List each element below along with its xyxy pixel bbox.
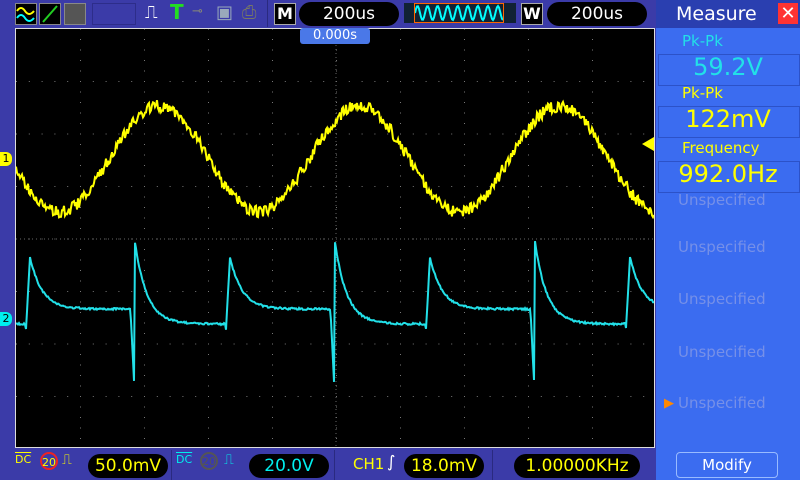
measure-value: 122mV — [658, 106, 798, 132]
measure-slot-7[interactable]: Unspecified — [678, 343, 798, 361]
save-icon[interactable]: ▣ — [216, 2, 233, 23]
ch2-scale[interactable]: 20.0V — [249, 454, 329, 478]
measure-label: Pk-Pk — [658, 84, 798, 102]
measure-item-3[interactable]: Frequency 992.0Hz — [658, 139, 798, 191]
trigger-level-marker[interactable] — [642, 137, 654, 151]
channel-display-icon[interactable] — [15, 3, 37, 25]
trigger-icon[interactable]: T — [170, 0, 184, 24]
window-timebase-value[interactable]: 200us — [547, 2, 647, 26]
pulse-icon[interactable]: ⎍ — [145, 2, 158, 23]
waveform-display[interactable] — [15, 28, 655, 448]
measure-slot-6[interactable]: Unspecified — [678, 290, 798, 308]
ch1-invert-icon: ⎍ — [62, 452, 72, 468]
ch1-scale[interactable]: 50.0mV — [88, 454, 168, 478]
modify-button[interactable]: Modify — [676, 452, 778, 478]
frequency-counter: 1.00000KHz — [514, 454, 640, 478]
measure-item-2[interactable]: Pk-Pk 122mV — [658, 84, 798, 136]
trigger-source[interactable]: CH1 — [353, 455, 384, 473]
measure-value: 59.2V — [658, 54, 798, 80]
waveform-svg — [16, 29, 654, 447]
ch2-trace — [16, 241, 654, 382]
measure-value: 992.0Hz — [658, 161, 798, 187]
persistence-icon[interactable] — [64, 3, 86, 25]
ch1-coupling[interactable]: DC — [15, 455, 31, 465]
ch2-bw-limit[interactable]: 20 — [200, 452, 218, 470]
measure-item-1[interactable]: Pk-Pk 59.2V — [658, 32, 798, 84]
ch1-bw-limit[interactable]: 20 — [40, 452, 58, 470]
grid — [16, 29, 644, 439]
print-icon[interactable]: ⎙ — [242, 2, 256, 23]
ch2-invert-icon: ⎍ — [224, 452, 234, 468]
vector-display-icon[interactable] — [39, 3, 61, 25]
empty-slot — [92, 3, 136, 25]
measure-panel: Measure ✕ Pk-Pk 59.2V Pk-Pk 122mV Frequenc… — [656, 0, 800, 480]
main-timebase-label: M — [274, 3, 296, 25]
ch1-marker[interactable]: 1 — [0, 152, 12, 166]
ch2-marker[interactable]: 2 — [0, 312, 12, 326]
measure-slot-4[interactable]: Unspecified — [678, 191, 798, 209]
trigger-level[interactable]: 18.0mV — [404, 454, 484, 478]
close-icon[interactable]: ✕ — [778, 3, 798, 24]
rising-edge-icon[interactable]: ∫ — [387, 452, 395, 471]
measure-slot-5[interactable]: Unspecified — [678, 238, 798, 256]
timebase-value[interactable]: 200us — [299, 2, 399, 26]
ch1-trace — [16, 100, 654, 217]
window-timebase-label: W — [521, 3, 543, 25]
measure-label: Pk-Pk — [658, 32, 798, 50]
ch2-coupling[interactable]: DC — [176, 455, 192, 465]
measure-label: Frequency — [658, 139, 798, 157]
waveform-overview[interactable] — [404, 3, 516, 23]
measure-slot-8[interactable]: Unspecified — [678, 394, 798, 412]
key-icon: ⊸ — [192, 4, 203, 19]
trigger-position[interactable]: 0.000s — [300, 28, 370, 44]
selected-arrow-icon: ▶ — [664, 396, 674, 411]
